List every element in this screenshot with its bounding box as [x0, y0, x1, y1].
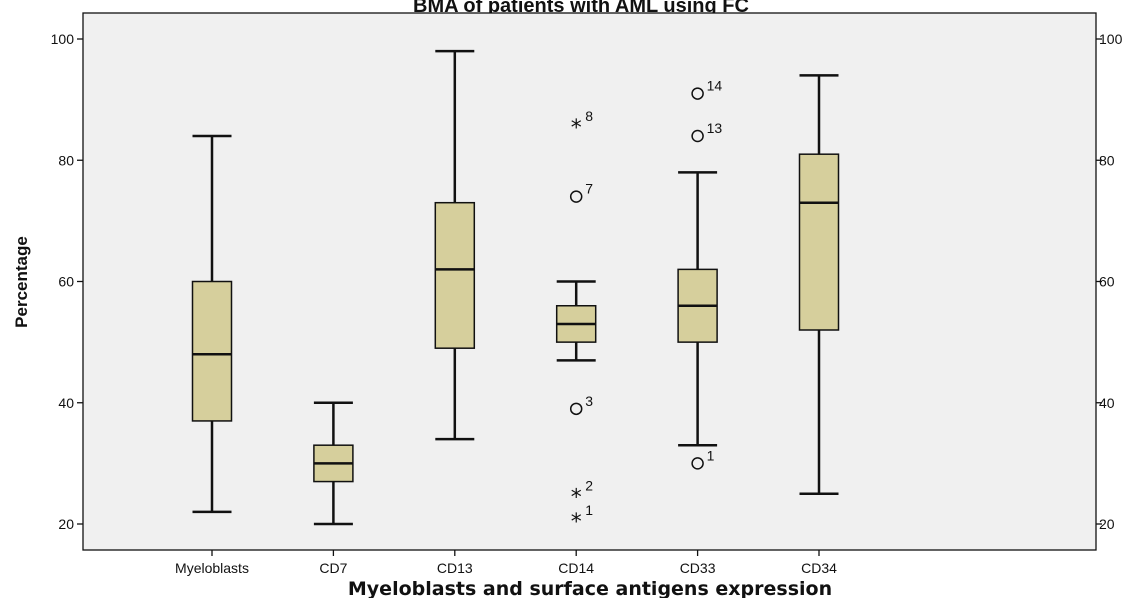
outlier-circle	[691, 87, 704, 100]
box-myeloblasts	[191, 134, 233, 514]
outlier-point: * 8	[571, 108, 594, 141]
y-tick-label-right: 80	[1099, 152, 1115, 168]
outlier-label: 13	[707, 120, 723, 136]
outlier-star: *	[571, 510, 582, 535]
y-tick-label-right: 100	[1099, 31, 1123, 47]
outlier-circle	[569, 402, 583, 416]
x-tick-label: CD14	[558, 560, 594, 576]
outlier-label: 1	[707, 447, 715, 463]
x-tick-label: CD7	[319, 560, 347, 576]
x-tick-label: Myeloblasts	[175, 560, 249, 576]
outlier-point: 13	[691, 120, 723, 143]
outlier-label: 7	[585, 181, 593, 197]
y-axis-label: Percentage	[12, 236, 31, 328]
box-cd7	[313, 401, 354, 526]
outlier-label: 3	[585, 393, 593, 409]
outlier-circle	[691, 457, 704, 470]
x-axis-label: Myeloblasts and surface antigens express…	[348, 578, 832, 598]
outlier-point: 14	[691, 78, 723, 100]
box-iqr	[434, 201, 476, 349]
x-axis: Myeloblasts CD7 CD13 CD14 CD33 CD34	[175, 550, 837, 576]
y-axis-right: 20 40 60 80 100	[1096, 31, 1123, 532]
box-cd13	[434, 49, 476, 441]
x-tick-label: CD34	[801, 560, 837, 576]
y-tick-label-right: 40	[1099, 395, 1115, 411]
y-tick-label-left: 60	[58, 274, 74, 290]
outlier-star: *	[571, 116, 582, 141]
y-tick-label-right: 60	[1099, 274, 1115, 290]
box-cd14	[555, 280, 597, 362]
outlier-star: *	[571, 486, 582, 511]
x-tick-label: CD33	[680, 560, 716, 576]
x-tick-label: CD13	[437, 560, 473, 576]
box-cd34	[798, 74, 840, 495]
box-iqr	[798, 153, 840, 331]
outlier-circle	[569, 190, 583, 203]
y-tick-label-left: 100	[51, 31, 75, 47]
outlier-label: 8	[585, 108, 593, 124]
outlier-point: 1	[691, 447, 715, 470]
outlier-point: * 1	[571, 502, 594, 535]
box-iqr	[191, 280, 233, 422]
outlier-label: 14	[707, 78, 723, 94]
outlier-label: 1	[585, 502, 593, 518]
y-tick-label-right: 20	[1099, 516, 1115, 532]
boxes-layer	[191, 49, 840, 526]
outlier-label: 2	[585, 478, 593, 494]
y-tick-label-left: 20	[58, 516, 74, 532]
outlier-point: 7	[569, 181, 593, 203]
y-tick-label-left: 40	[58, 395, 74, 411]
outlier-point: 3	[569, 393, 593, 416]
y-tick-label-left: 80	[58, 152, 74, 168]
outlier-circle	[691, 129, 704, 143]
box-cd33	[677, 171, 718, 447]
y-axis-left: 20 40 60 80 100	[51, 31, 83, 532]
outlier-point: * 2	[571, 478, 594, 511]
